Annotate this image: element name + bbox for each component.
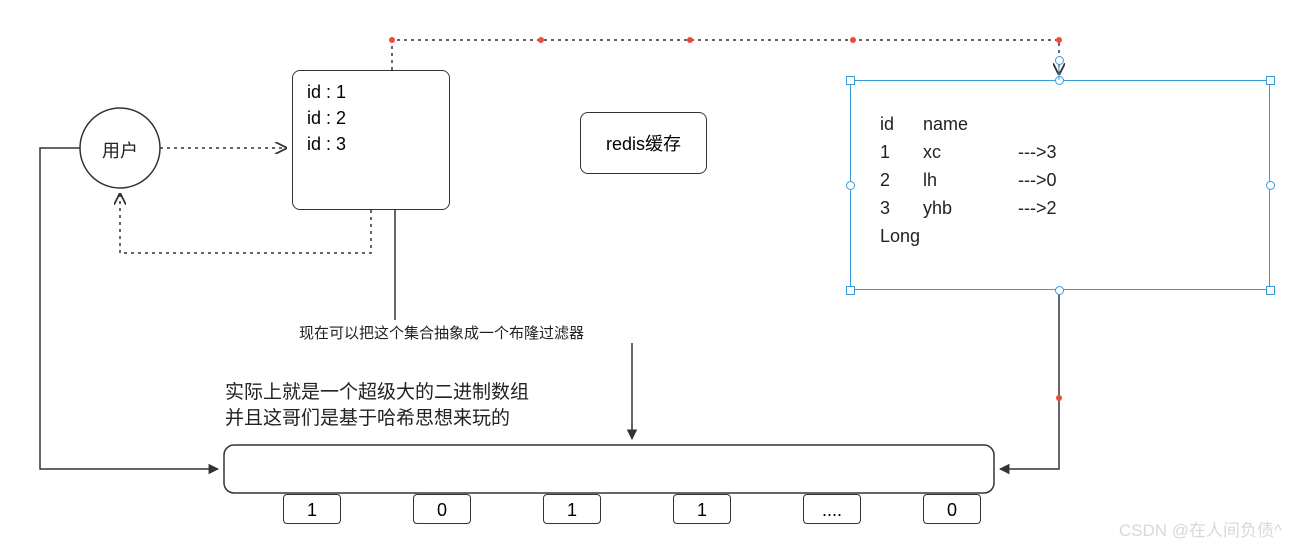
- caption-big-1: 实际上就是一个超级大的二进制数组: [225, 377, 529, 404]
- sel-handle-bl[interactable]: [846, 286, 855, 295]
- sel-handle-tr[interactable]: [1266, 76, 1275, 85]
- dot-2: [538, 37, 544, 43]
- bit-cell-2: 1: [543, 494, 601, 524]
- dot-3: [687, 37, 693, 43]
- sel-handle-l[interactable]: [846, 181, 855, 190]
- sel-handle-rotate[interactable]: [1055, 56, 1064, 65]
- user-label: 用户: [102, 137, 138, 163]
- db-row-2: 2 lh --->0: [880, 166, 1057, 194]
- dot-4: [850, 37, 856, 43]
- bit-cell-5: 0: [923, 494, 981, 524]
- caption-big-2: 并且这哥们是基于哈希思想来玩的: [225, 403, 510, 430]
- db-row-1: 1 xc --->3: [880, 138, 1057, 166]
- db-row-3: 3 yhb --->2: [880, 194, 1057, 222]
- caption-small: 现在可以把这个集合抽象成一个布隆过滤器: [299, 322, 584, 343]
- edge-user-to-array: [40, 148, 218, 469]
- db-h-id: id: [880, 110, 918, 138]
- bit-cell-4: ....: [803, 494, 861, 524]
- db-footer: Long: [880, 222, 1057, 250]
- sel-handle-br[interactable]: [1266, 286, 1275, 295]
- bit-array-container: [224, 445, 994, 493]
- sel-handle-r[interactable]: [1266, 181, 1275, 190]
- id-row-3: id : 3: [307, 131, 435, 157]
- dot-1: [389, 37, 395, 43]
- redis-box: redis缓存: [580, 112, 707, 174]
- id-row-1: id : 1: [307, 79, 435, 105]
- db-box-content: id name 1 xc --->3 2 lh --->0 3 yhb --->…: [880, 110, 1057, 250]
- edge-idbox-to-db-top: [392, 40, 1059, 74]
- db-h-name: name: [923, 110, 1013, 138]
- sel-handle-b[interactable]: [1055, 286, 1064, 295]
- id-row-2: id : 2: [307, 105, 435, 131]
- dot-6: [1056, 395, 1062, 401]
- sel-handle-t[interactable]: [1055, 76, 1064, 85]
- bit-cell-0: 1: [283, 494, 341, 524]
- bit-cell-3: 1: [673, 494, 731, 524]
- dot-5: [1056, 37, 1062, 43]
- redis-label: redis缓存: [606, 130, 681, 156]
- edge-db-to-array: [1000, 290, 1059, 469]
- sel-handle-tl[interactable]: [846, 76, 855, 85]
- bit-cell-1: 0: [413, 494, 471, 524]
- db-header: id name: [880, 110, 1057, 138]
- id-list-box: id : 1 id : 2 id : 3: [292, 70, 450, 210]
